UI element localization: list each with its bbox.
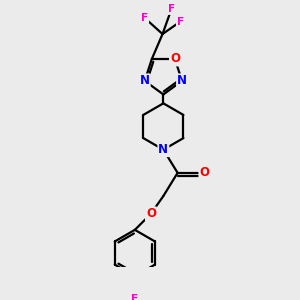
Text: O: O xyxy=(146,207,156,220)
Text: O: O xyxy=(170,52,180,65)
Text: F: F xyxy=(131,294,138,300)
Text: F: F xyxy=(141,13,148,23)
Text: O: O xyxy=(199,166,209,179)
Text: N: N xyxy=(158,143,168,156)
Text: F: F xyxy=(168,4,175,14)
Text: N: N xyxy=(140,74,150,87)
Text: F: F xyxy=(177,16,184,27)
Text: N: N xyxy=(177,74,187,87)
